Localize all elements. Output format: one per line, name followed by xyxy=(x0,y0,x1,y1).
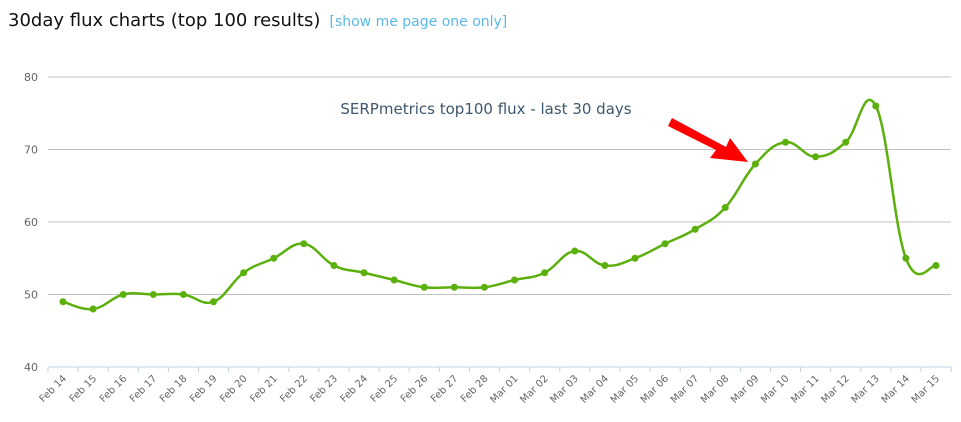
data-point[interactable] xyxy=(360,269,368,277)
data-point[interactable] xyxy=(59,298,67,306)
data-point[interactable] xyxy=(571,247,579,255)
data-point[interactable] xyxy=(902,254,910,262)
x-tick-label: Mar 08 xyxy=(699,373,731,405)
x-tick-label: Feb 18 xyxy=(158,373,190,405)
x-tick-label: Mar 03 xyxy=(549,373,581,405)
x-tick-label: Feb 16 xyxy=(98,373,130,405)
flux-series-line xyxy=(62,98,937,311)
flux-data-points xyxy=(59,102,940,313)
show-page-one-link[interactable]: [show me page one only] xyxy=(329,14,508,30)
data-point[interactable] xyxy=(330,262,338,269)
data-point[interactable] xyxy=(210,298,218,306)
data-point[interactable] xyxy=(751,160,759,168)
x-tick-label: Feb 14 xyxy=(38,373,70,405)
y-tick-label: 80 xyxy=(24,71,38,84)
x-tick-label: Feb 26 xyxy=(399,373,431,405)
y-tick-label: 40 xyxy=(24,361,38,374)
y-tick-label: 70 xyxy=(24,144,38,157)
x-tick-label: Mar 07 xyxy=(669,373,701,405)
data-point[interactable] xyxy=(541,269,549,277)
data-point[interactable] xyxy=(420,283,428,291)
x-tick-label: Mar 06 xyxy=(639,373,671,405)
data-point[interactable] xyxy=(631,254,639,262)
x-tick-label: Feb 24 xyxy=(339,373,371,405)
x-tick-label: Mar 09 xyxy=(729,373,761,405)
x-tick-label: Feb 28 xyxy=(459,373,491,405)
x-tick-label: Mar 14 xyxy=(880,373,912,405)
x-tick-label: Feb 27 xyxy=(429,373,461,405)
x-tick-label: Mar 04 xyxy=(579,373,611,405)
data-point[interactable] xyxy=(691,225,699,233)
data-point[interactable] xyxy=(300,240,308,248)
x-tick-label: Feb 22 xyxy=(278,373,310,405)
page-title: 30day flux charts (top 100 results) xyxy=(8,10,321,31)
x-tick-label: Feb 15 xyxy=(68,373,100,405)
y-tick-label: 60 xyxy=(24,216,38,229)
x-tick-label: Feb 17 xyxy=(128,373,160,405)
x-tick-label: Mar 13 xyxy=(850,373,882,405)
x-tick-label: Mar 11 xyxy=(789,373,821,405)
x-tick-label: Feb 21 xyxy=(248,373,280,405)
x-tick-label: Mar 12 xyxy=(819,373,851,405)
data-point[interactable] xyxy=(932,262,940,269)
data-point[interactable] xyxy=(240,269,248,277)
x-tick-label: Mar 02 xyxy=(518,373,550,405)
data-point[interactable] xyxy=(179,291,187,298)
data-point[interactable] xyxy=(661,240,669,248)
data-point[interactable] xyxy=(812,153,820,161)
data-point[interactable] xyxy=(511,276,519,284)
data-point[interactable] xyxy=(450,283,458,291)
x-tick-label: Feb 19 xyxy=(188,373,220,405)
x-tick-label: Mar 01 xyxy=(488,373,520,405)
data-point[interactable] xyxy=(480,283,488,291)
red-arrow-icon xyxy=(668,118,748,162)
x-tick-label: Mar 10 xyxy=(759,373,791,405)
data-point[interactable] xyxy=(781,138,789,146)
y-axis: 40 50 60 70 80 xyxy=(24,71,38,374)
chart-title: SERPmetrics top100 flux - last 30 days xyxy=(340,100,631,118)
page-header: 30day flux charts (top 100 results) [sho… xyxy=(8,10,507,31)
x-tick-label: Feb 20 xyxy=(218,373,250,405)
data-point[interactable] xyxy=(119,291,127,298)
data-point[interactable] xyxy=(390,276,398,284)
y-tick-label: 50 xyxy=(24,289,38,302)
data-point[interactable] xyxy=(601,262,609,269)
x-tick-label: Feb 23 xyxy=(309,373,341,405)
data-point[interactable] xyxy=(872,102,880,110)
x-tick-label: Feb 25 xyxy=(369,373,401,405)
x-tick-label: Mar 05 xyxy=(609,373,641,405)
data-point[interactable] xyxy=(842,138,850,146)
data-point[interactable] xyxy=(149,291,157,298)
data-point[interactable] xyxy=(721,204,729,211)
x-tick-label: Mar 15 xyxy=(910,373,942,405)
data-point[interactable] xyxy=(89,305,97,313)
data-point[interactable] xyxy=(270,254,278,262)
